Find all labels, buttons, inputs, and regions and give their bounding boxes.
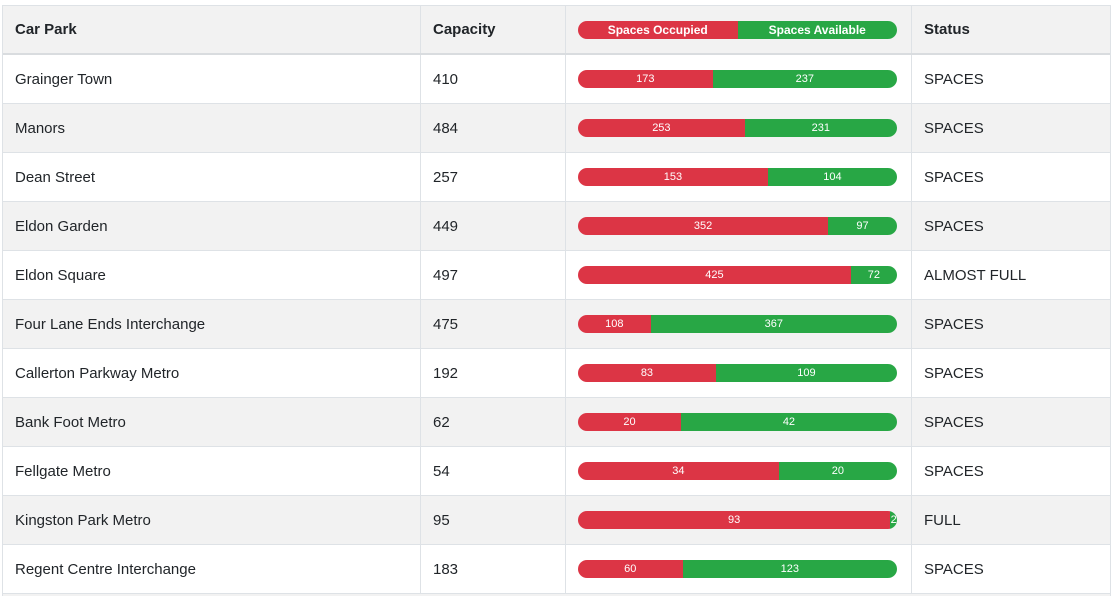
car-park-name: Eldon Square [3,251,421,299]
status-value: SPACES [924,119,984,137]
status-value: SPACES [924,462,984,480]
car-park-name: Eldon Garden [3,202,421,250]
car-park-name: Dean Street [3,153,421,201]
car-park-name: Kingston Park Metro [3,496,421,544]
available-segment: 97 [828,217,897,235]
next-row-sliver [3,594,1110,596]
table-header-row: Car Park Capacity Spaces Occupied Spaces… [3,6,1110,55]
available-segment: 42 [680,413,897,431]
capacity-value: 497 [421,251,566,299]
occupancy-bar: 425 72 [578,266,897,284]
occupancy-bar: 60 123 [578,560,897,578]
capacity-value: 449 [421,202,566,250]
column-header-capacity: Capacity [421,6,566,53]
available-segment: 231 [744,119,897,137]
table-row: Regent Centre Interchange 183 60 123 SPA… [3,545,1110,594]
table-row: Eldon Square 497 425 72 ALMOST FULL [3,251,1110,300]
status-value: FULL [924,511,961,529]
available-segment: 72 [850,266,897,284]
occupied-segment: 93 [578,511,891,529]
status-value: SPACES [924,217,984,235]
capacity-value: 257 [421,153,566,201]
status-value: SPACES [924,560,984,578]
legend-occupied-label: Spaces Occupied [578,20,738,39]
occupancy-bar: 34 20 [578,462,897,480]
capacity-value: 475 [421,300,566,348]
occupancy-bar: 93 2 [578,511,897,529]
capacity-value: 54 [421,447,566,495]
occupied-segment: 253 [578,119,745,137]
table-body: Grainger Town 410 173 237 SPACES Manors … [3,55,1110,594]
car-park-name: Bank Foot Metro [3,398,421,446]
car-park-name: Grainger Town [3,55,421,103]
occupancy-bar: 108 367 [578,315,897,333]
occupancy-bar: 83 109 [578,364,897,382]
capacity-value: 62 [421,398,566,446]
occupied-segment: 352 [578,217,829,235]
table-row: Grainger Town 410 173 237 SPACES [3,55,1110,104]
occupancy-bar-cell: 60 123 [566,545,912,593]
occupied-segment: 20 [578,413,681,431]
available-segment: 123 [682,560,897,578]
occupied-segment: 153 [578,168,768,186]
occupancy-bar-cell: 34 20 [566,447,912,495]
occupancy-bar-cell: 425 72 [566,251,912,299]
table-row: Manors 484 253 231 SPACES [3,104,1110,153]
occupancy-bar-cell: 153 104 [566,153,912,201]
occupied-segment: 173 [578,70,713,88]
column-header-car-park: Car Park [3,6,421,53]
occupancy-bar-cell: 173 237 [566,55,912,103]
status-value: ALMOST FULL [924,266,1027,284]
table-row: Callerton Parkway Metro 192 83 109 SPACE… [3,349,1110,398]
car-park-name: Four Lane Ends Interchange [3,300,421,348]
occupancy-bar: 253 231 [578,119,897,137]
occupancy-bar: 153 104 [578,168,897,186]
table-row: Four Lane Ends Interchange 475 108 367 S… [3,300,1110,349]
occupancy-bar-cell: 352 97 [566,202,912,250]
capacity-value: 484 [421,104,566,152]
table-row: Eldon Garden 449 352 97 SPACES [3,202,1110,251]
available-segment: 104 [767,168,897,186]
car-park-name: Callerton Parkway Metro [3,349,421,397]
car-park-occupancy-table: Car Park Capacity Spaces Occupied Spaces… [2,5,1111,596]
occupancy-bar: 20 42 [578,413,897,431]
occupied-segment: 108 [578,315,651,333]
occupancy-bar: 352 97 [578,217,897,235]
capacity-value: 95 [421,496,566,544]
legend-available-label: Spaces Available [737,20,897,39]
table-row: Fellgate Metro 54 34 20 SPACES [3,447,1110,496]
column-header-occupancy-legend: Spaces Occupied Spaces Available [566,6,912,53]
column-header-status: Status [924,21,970,38]
occupancy-bar-cell: 93 2 [566,496,912,544]
available-segment: 237 [712,70,897,88]
car-park-name: Manors [3,104,421,152]
status-value: SPACES [924,168,984,186]
occupied-segment: 83 [578,364,716,382]
status-value: SPACES [924,364,984,382]
table-row: Dean Street 257 153 104 SPACES [3,153,1110,202]
status-value: SPACES [924,413,984,431]
capacity-value: 183 [421,545,566,593]
capacity-value: 410 [421,55,566,103]
available-segment: 2 [890,511,897,529]
available-segment: 367 [650,315,897,333]
available-segment: 109 [715,364,897,382]
status-value: SPACES [924,70,984,88]
car-park-name: Fellgate Metro [3,447,421,495]
occupancy-bar: 173 237 [578,70,897,88]
occupancy-bar-cell: 108 367 [566,300,912,348]
status-value: SPACES [924,315,984,333]
capacity-value: 192 [421,349,566,397]
car-park-name: Regent Centre Interchange [3,545,421,593]
table-row: Kingston Park Metro 95 93 2 FULL [3,496,1110,545]
occupancy-bar-cell: 253 231 [566,104,912,152]
occupied-segment: 60 [578,560,683,578]
occupancy-bar-cell: 83 109 [566,349,912,397]
occupied-segment: 425 [578,266,851,284]
occupied-segment: 34 [578,462,779,480]
legend-bar: Spaces Occupied Spaces Available [578,20,897,39]
table-row: Bank Foot Metro 62 20 42 SPACES [3,398,1110,447]
occupancy-bar-cell: 20 42 [566,398,912,446]
available-segment: 20 [778,462,897,480]
